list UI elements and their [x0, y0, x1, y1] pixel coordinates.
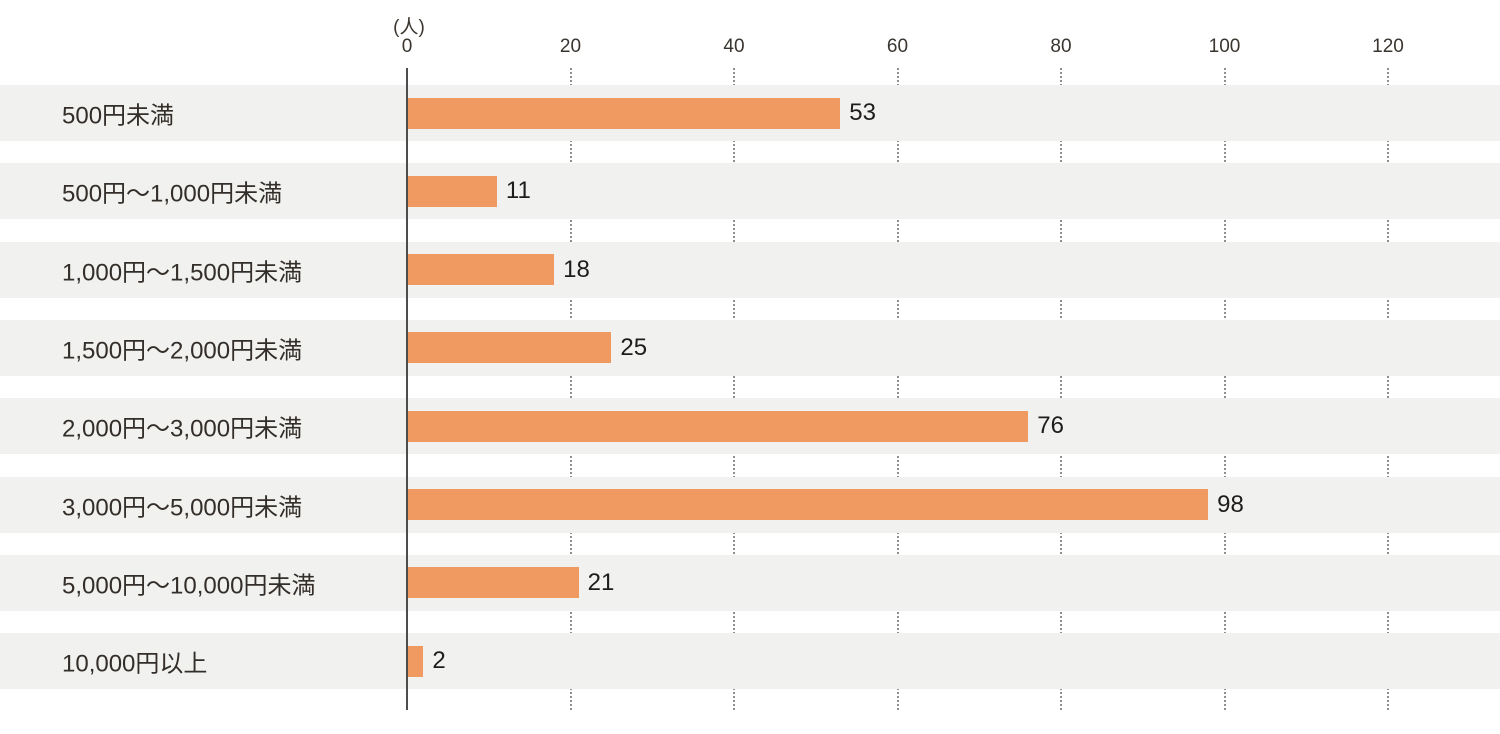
- bar: [407, 489, 1209, 520]
- row-band: 1,000円〜1,500円未満 18: [0, 241, 1500, 298]
- gridline-40: [733, 68, 735, 710]
- category-label: 5,000円〜10,000円未満: [62, 572, 316, 600]
- bar-value-label: 18: [563, 255, 590, 283]
- gridline-20: [569, 68, 572, 710]
- row-band: 10,000円以上 2: [0, 633, 1500, 690]
- x-tick-label-120: 120: [1372, 36, 1404, 57]
- x-tick-label-20: 20: [559, 36, 582, 57]
- axis-unit-label: (人): [393, 17, 425, 38]
- category-label: 500円未満: [62, 102, 175, 130]
- row-band: 500円未満 53: [0, 85, 1500, 141]
- bar: [407, 254, 555, 286]
- bar: [407, 567, 579, 599]
- bar: [407, 97, 841, 129]
- category-label: 3,000円〜5,000円未満: [62, 494, 303, 521]
- bar-value-label: 76: [1037, 412, 1064, 440]
- bar-value-label: 25: [620, 333, 648, 361]
- bar-value-label: 53: [849, 99, 876, 126]
- bar-value-label: 2: [432, 647, 446, 675]
- bar-value-label: 21: [587, 568, 615, 596]
- category-label: 500円〜1,000円未満: [62, 180, 283, 208]
- row-band: 500円〜1,000円未満 11: [0, 163, 1500, 220]
- x-tick-label-100: 100: [1208, 36, 1241, 57]
- gridline-60: [896, 68, 899, 710]
- x-tick-label-0: 0: [401, 36, 413, 57]
- gridline-120: [1387, 68, 1389, 710]
- row-band: 3,000円〜5,000円未満 98: [0, 476, 1500, 533]
- row-band: 5,000円〜10,000円未満 21: [0, 554, 1500, 611]
- bar-value-label: 98: [1217, 490, 1244, 518]
- bar: [407, 410, 1029, 442]
- row-band: 2,000円〜3,000円未満 76: [0, 398, 1500, 455]
- bar: [407, 645, 424, 677]
- gridline-80: [1060, 68, 1062, 710]
- bar: [407, 175, 497, 207]
- y-axis-line: [406, 68, 408, 710]
- category-label: 10,000円以上: [62, 650, 208, 678]
- x-tick-label-40: 40: [723, 36, 745, 57]
- category-label: 1,000円〜1,500円未満: [62, 259, 303, 287]
- gridline-100: [1223, 68, 1226, 710]
- category-label: 2,000円〜3,000円未満: [62, 415, 303, 443]
- x-tick-label-60: 60: [886, 36, 909, 57]
- bar-value-label: 11: [505, 177, 531, 205]
- x-tick-label-80: 80: [1050, 36, 1072, 57]
- category-label: 1,500円〜2,000円未満: [62, 337, 303, 365]
- row-band: 1,500円〜2,000円未満 25: [0, 319, 1500, 376]
- bar: [407, 332, 612, 364]
